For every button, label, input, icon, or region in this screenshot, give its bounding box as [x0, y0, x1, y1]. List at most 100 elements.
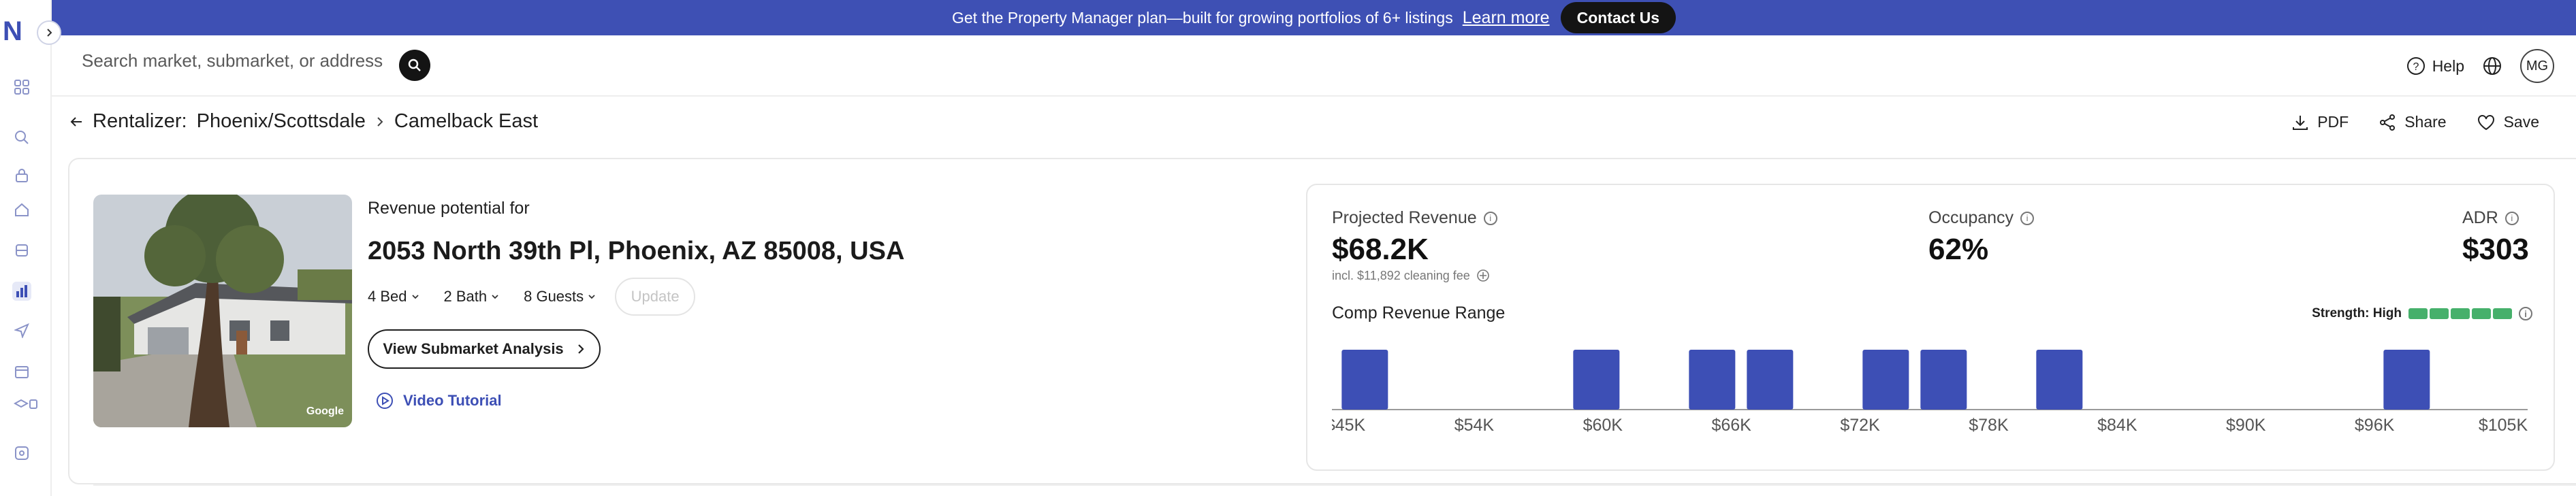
chevron-down-icon — [588, 295, 595, 299]
search-button[interactable] — [399, 50, 430, 81]
guests-value: 8 Guests — [524, 288, 584, 305]
property-options: 4 Bed 2 Bath 8 Guests Update — [368, 278, 696, 316]
adr-label: ADR i — [2462, 208, 2519, 228]
video-tutorial-label: Video Tutorial — [403, 392, 502, 409]
sparkle-icon — [1477, 269, 1489, 282]
info-icon[interactable]: i — [1483, 211, 1497, 225]
cube-icon[interactable] — [12, 241, 31, 260]
pdf-label: PDF — [2317, 113, 2349, 131]
strength-segment — [2493, 308, 2512, 319]
x-tick-label: $72K — [1840, 416, 1880, 435]
adr-text: ADR — [2462, 208, 2498, 227]
beds-value: 4 Bed — [368, 288, 407, 305]
baths-value: 2 Bath — [443, 288, 488, 305]
x-tick-label: $66K — [1711, 416, 1751, 435]
heart-icon — [2477, 114, 2494, 130]
projected-revenue-label: Projected Revenue i — [1332, 208, 1497, 228]
learn-more-link[interactable]: Learn more — [1462, 7, 1550, 27]
property-address: 2053 North 39th Pl, Phoenix, AZ 85008, U… — [368, 237, 905, 265]
send-icon[interactable] — [12, 321, 31, 340]
breadcrumb-market[interactable]: Phoenix/Scottsdale — [196, 110, 366, 132]
adr-value: $303 — [2462, 233, 2529, 266]
strength-bars — [2408, 308, 2512, 319]
occupancy-text: Occupancy — [1928, 208, 2014, 227]
sidebar: N — [0, 0, 52, 496]
sidebar-expand-button[interactable] — [37, 20, 61, 45]
avatar[interactable]: MG — [2520, 49, 2554, 83]
section-divider — [93, 484, 2576, 486]
header-actions: ? Help MG — [2406, 49, 2554, 83]
projected-revenue-text: Projected Revenue — [1332, 208, 1477, 227]
chart-bar-6[interactable] — [2036, 350, 2083, 410]
save-label: Save — [2503, 113, 2539, 131]
chart-bar-7[interactable] — [2383, 350, 2430, 410]
lock-icon[interactable] — [12, 166, 31, 185]
strength-segment — [2408, 308, 2428, 319]
share-icon — [2380, 114, 2396, 131]
share-label: Share — [2404, 113, 2447, 131]
save-button[interactable]: Save — [2477, 113, 2539, 131]
baths-select[interactable]: 2 Bath — [444, 288, 500, 305]
help-icon: ? — [2406, 57, 2425, 75]
chart-bar-4[interactable] — [1862, 350, 1909, 410]
promo-banner: Get the Property Manager plan—built for … — [52, 0, 2576, 35]
share-button[interactable]: Share — [2379, 113, 2447, 131]
svg-text:?: ? — [2413, 61, 2419, 73]
chart-bar-0[interactable] — [1341, 350, 1388, 410]
globe-icon[interactable] — [2482, 56, 2502, 76]
help-button[interactable]: ? Help — [2406, 56, 2464, 76]
chevron-down-icon — [492, 295, 498, 299]
banner-message: Get the Property Manager plan—built for … — [951, 8, 1453, 27]
property-card — [68, 158, 2576, 484]
update-button[interactable]: Update — [615, 278, 696, 316]
x-tick-label: $96K — [2355, 416, 2395, 435]
contact-us-button[interactable]: Contact Us — [1560, 2, 1676, 33]
chart-bar-2[interactable] — [1689, 350, 1736, 410]
revenue-for-label: Revenue potential for — [368, 199, 530, 218]
strength-label: Strength: High — [2312, 306, 2402, 320]
home-icon[interactable] — [12, 200, 31, 219]
pdf-button[interactable]: PDF — [2291, 113, 2349, 131]
breadcrumb-submarket[interactable]: Camelback East — [394, 110, 539, 132]
cleaning-fee-note: incl. $11,892 cleaning fee — [1332, 268, 1491, 283]
strength-segment — [2430, 308, 2449, 319]
view-submarket-analysis-button[interactable]: View Submarket Analysis — [368, 329, 601, 369]
search-icon[interactable] — [12, 128, 31, 147]
chevron-right-icon — [47, 29, 52, 37]
guests-select[interactable]: 8 Guests — [524, 288, 596, 305]
header-divider — [52, 95, 2576, 97]
calendar-icon[interactable] — [12, 362, 31, 381]
back-arrow-icon[interactable] — [69, 115, 83, 129]
search-icon — [408, 59, 421, 71]
chart-bar-3[interactable] — [1747, 350, 1794, 410]
app-logo[interactable]: N — [3, 16, 22, 46]
strength-segment — [2451, 308, 2470, 319]
photo-credit: Google — [306, 406, 344, 417]
strength-segment — [2472, 308, 2491, 319]
search-input[interactable]: Search market, submarket, or address — [82, 50, 383, 71]
comp-revenue-chart: $45K $54K $60K $66K $72K $78K $84K $90K $96K $105… — [1332, 350, 2528, 435]
beds-select[interactable]: 4 Bed — [368, 288, 419, 305]
view-analysis-label: View Submarket Analysis — [383, 340, 564, 357]
breadcrumb-prefix: Rentalizer: — [93, 110, 187, 132]
info-icon[interactable]: i — [2519, 307, 2532, 320]
video-tutorial-link[interactable]: Video Tutorial — [376, 392, 502, 410]
download-icon — [2293, 115, 2308, 130]
grid-icon[interactable] — [12, 78, 31, 97]
strength-indicator: Strength: High i — [2312, 306, 2532, 321]
x-tick-label: $90K — [2226, 416, 2266, 435]
chart-bar-1[interactable] — [1573, 350, 1620, 410]
info-icon[interactable]: i — [2020, 211, 2035, 225]
chart-icon[interactable] — [12, 282, 31, 301]
chevron-right-icon — [577, 344, 584, 354]
chevron-right-icon — [377, 116, 383, 127]
info-icon[interactable]: i — [2505, 211, 2519, 225]
layers-icon[interactable] — [12, 395, 39, 414]
revenue-panel — [1306, 184, 2555, 471]
occupancy-value: 62% — [1928, 233, 1989, 266]
dollar-icon[interactable] — [12, 444, 31, 463]
cleaning-fee-text: incl. $11,892 cleaning fee — [1332, 268, 1470, 282]
help-label: Help — [2432, 56, 2464, 75]
chart-bar-5[interactable] — [1920, 350, 1967, 410]
chevron-down-icon — [411, 295, 419, 299]
